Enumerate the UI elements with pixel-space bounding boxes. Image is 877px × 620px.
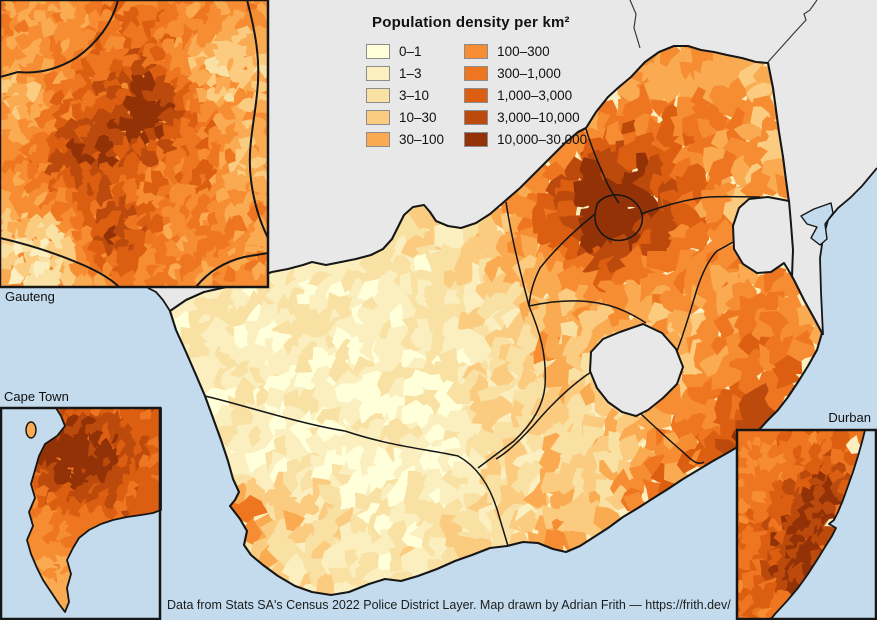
legend-swatch — [366, 43, 390, 59]
inset-label-gauteng: Gauteng — [5, 289, 55, 304]
robben-island — [25, 421, 37, 439]
legend-item: 0–1 — [366, 40, 444, 62]
legend-item-label: 300–1,000 — [497, 65, 561, 81]
legend-item-label: 10–30 — [399, 109, 437, 125]
lesotho — [589, 323, 684, 417]
legend-swatch — [366, 131, 390, 147]
maputo-bay — [800, 202, 834, 246]
legend-item-label: 100–300 — [497, 43, 550, 59]
legend-swatch — [464, 43, 489, 59]
legend-swatch — [464, 131, 489, 147]
zimbabwe-mozambique-border — [767, 0, 818, 63]
map-legend: Population density per km² 0–1 1–3 3–10 10–… — [366, 14, 587, 150]
legend-item: 10–30 — [366, 106, 444, 128]
legend-swatch — [464, 65, 489, 81]
legend-title: Population density per km² — [372, 14, 570, 31]
eswatini — [732, 196, 794, 277]
legend-item: 1,000–3,000 — [464, 84, 587, 106]
inset-durban-frame — [735, 428, 877, 620]
legend-item: 3–10 — [366, 84, 444, 106]
legend-swatch — [366, 109, 390, 125]
legend-swatch — [366, 87, 390, 103]
inset-gauteng-frame — [0, 0, 270, 289]
legend-item: 3,000–10,000 — [464, 106, 587, 128]
inset-durban-map — [735, 428, 877, 620]
attribution-text: Data from Stats SA's Census 2022 Police … — [167, 598, 731, 612]
legend-item: 30–100 — [366, 128, 444, 150]
legend-swatch — [366, 65, 390, 81]
inset-label-cape-town: Cape Town — [4, 389, 69, 404]
legend-item-label: 3–10 — [399, 87, 430, 103]
legend-item: 300–1,000 — [464, 62, 587, 84]
legend-item: 10,000–30,000 — [464, 128, 587, 150]
legend-item-label: 0–1 — [399, 43, 422, 59]
inset-gauteng-map — [0, 0, 270, 289]
legend-item-label: 1–3 — [399, 65, 422, 81]
legend-item-label: 30–100 — [399, 131, 445, 147]
legend-swatch — [464, 87, 489, 103]
inset-cape-town-map — [0, 406, 162, 620]
legend-swatch — [464, 109, 489, 125]
legend-item-label: 3,000–10,000 — [497, 109, 580, 125]
legend-item-label: 1,000–3,000 — [497, 87, 573, 103]
legend-item: 100–300 — [464, 40, 587, 62]
province-borders — [204, 128, 761, 547]
legend-grid: 0–1 1–3 3–10 10–30 30–100 100–300 300–1,000 1,0… — [366, 40, 587, 150]
inset-cape-town-frame — [0, 406, 162, 620]
legend-item-label: 10,000–30,000 — [497, 131, 588, 147]
botswana-zimbabwe-border — [629, 0, 641, 49]
inset-label-durban: Durban — [828, 410, 871, 425]
legend-item: 1–3 — [366, 62, 444, 84]
namibia-coastline — [147, 287, 171, 312]
